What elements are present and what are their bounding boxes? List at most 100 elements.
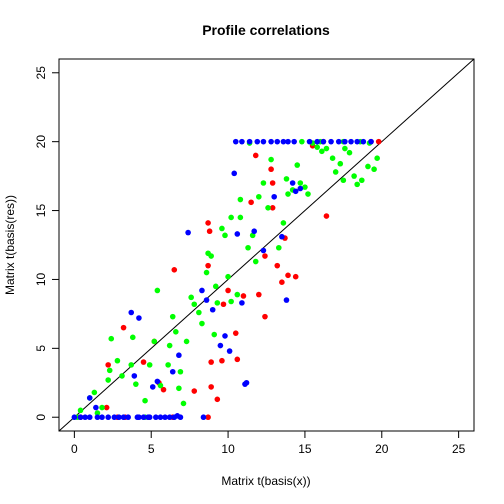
data-point — [105, 414, 111, 421]
data-point — [165, 362, 171, 368]
data-point — [323, 145, 330, 152]
data-point — [292, 188, 299, 195]
data-point — [283, 176, 290, 182]
data-point — [256, 193, 262, 200]
data-point — [280, 220, 287, 226]
data-point — [285, 138, 291, 145]
data-point — [191, 301, 198, 308]
data-point — [279, 279, 285, 286]
data-point — [125, 414, 131, 421]
data-point — [228, 214, 234, 221]
data-point — [86, 414, 93, 421]
data-point — [149, 384, 156, 390]
data-point — [239, 138, 245, 145]
data-point — [268, 156, 274, 163]
data-point — [206, 228, 213, 235]
data-point — [111, 414, 118, 421]
y-tick-label: 10 — [34, 272, 48, 286]
data-point — [162, 414, 168, 421]
data-point — [268, 138, 274, 145]
data-point — [166, 342, 173, 349]
data-point — [226, 348, 233, 354]
data-point — [203, 297, 210, 303]
data-point — [248, 199, 254, 206]
data-point — [314, 138, 321, 145]
data-point — [297, 180, 304, 186]
data-point — [323, 213, 330, 219]
data-point — [268, 166, 274, 173]
data-point — [275, 244, 282, 251]
data-point — [329, 155, 336, 161]
axis-ticks: 0 5 10 15 20 25 0 5 10 15 20 25 — [34, 66, 466, 456]
data-point — [374, 155, 380, 161]
data-point — [297, 185, 304, 192]
data-point — [199, 287, 205, 294]
data-point — [243, 379, 250, 386]
data-point — [145, 414, 151, 421]
data-point — [108, 335, 115, 342]
identity-line — [58, 58, 475, 432]
data-point — [169, 313, 176, 320]
data-point — [320, 138, 327, 145]
data-point — [93, 404, 99, 411]
data-point — [154, 378, 161, 385]
data-point — [365, 163, 371, 170]
data-point — [209, 306, 216, 313]
data-point — [260, 138, 267, 145]
data-point — [203, 269, 210, 276]
data-point — [271, 193, 277, 200]
data-point — [225, 273, 231, 280]
data-point — [346, 149, 353, 156]
data-point — [160, 386, 167, 393]
data-point — [157, 414, 164, 421]
data-point — [269, 180, 276, 186]
data-point — [332, 169, 339, 175]
data-point — [234, 231, 241, 237]
data-point — [305, 191, 311, 197]
data-point — [232, 138, 239, 145]
data-point — [77, 414, 84, 421]
data-point — [199, 320, 205, 327]
data-point — [283, 297, 290, 303]
reference-line-layer — [58, 58, 475, 432]
data-point — [94, 410, 101, 416]
data-point — [129, 334, 136, 341]
data-point — [280, 138, 287, 145]
plot-frame — [58, 58, 475, 432]
data-point — [208, 359, 214, 365]
data-point — [254, 138, 261, 145]
data-point — [306, 138, 313, 145]
data-point — [86, 395, 93, 401]
data-point — [368, 138, 374, 145]
data-point — [188, 294, 194, 301]
data-point — [177, 368, 184, 375]
x-axis-label: Matrix t(basis(x)) — [221, 474, 310, 488]
data-point — [232, 330, 239, 336]
data-point — [225, 287, 231, 294]
data-point — [219, 225, 225, 232]
data-point — [180, 400, 187, 407]
data-point — [274, 138, 281, 145]
data-point — [354, 181, 360, 188]
data-point — [245, 244, 251, 251]
data-points — [71, 138, 382, 421]
y-tick-label: 0 — [34, 414, 48, 421]
data-point — [166, 414, 173, 421]
data-point — [351, 173, 357, 179]
data-point — [128, 362, 135, 368]
data-point — [239, 300, 245, 306]
x-tick-label: 25 — [452, 442, 466, 456]
data-point — [237, 196, 244, 203]
x-tick-label: 5 — [148, 442, 155, 456]
data-point — [234, 291, 241, 298]
data-point — [302, 184, 308, 190]
data-point — [314, 144, 321, 150]
data-point — [146, 362, 153, 368]
data-point — [360, 138, 367, 145]
data-point — [176, 385, 182, 392]
data-point — [222, 232, 228, 239]
data-point — [231, 170, 238, 177]
data-point — [119, 373, 125, 379]
data-point — [279, 233, 285, 240]
